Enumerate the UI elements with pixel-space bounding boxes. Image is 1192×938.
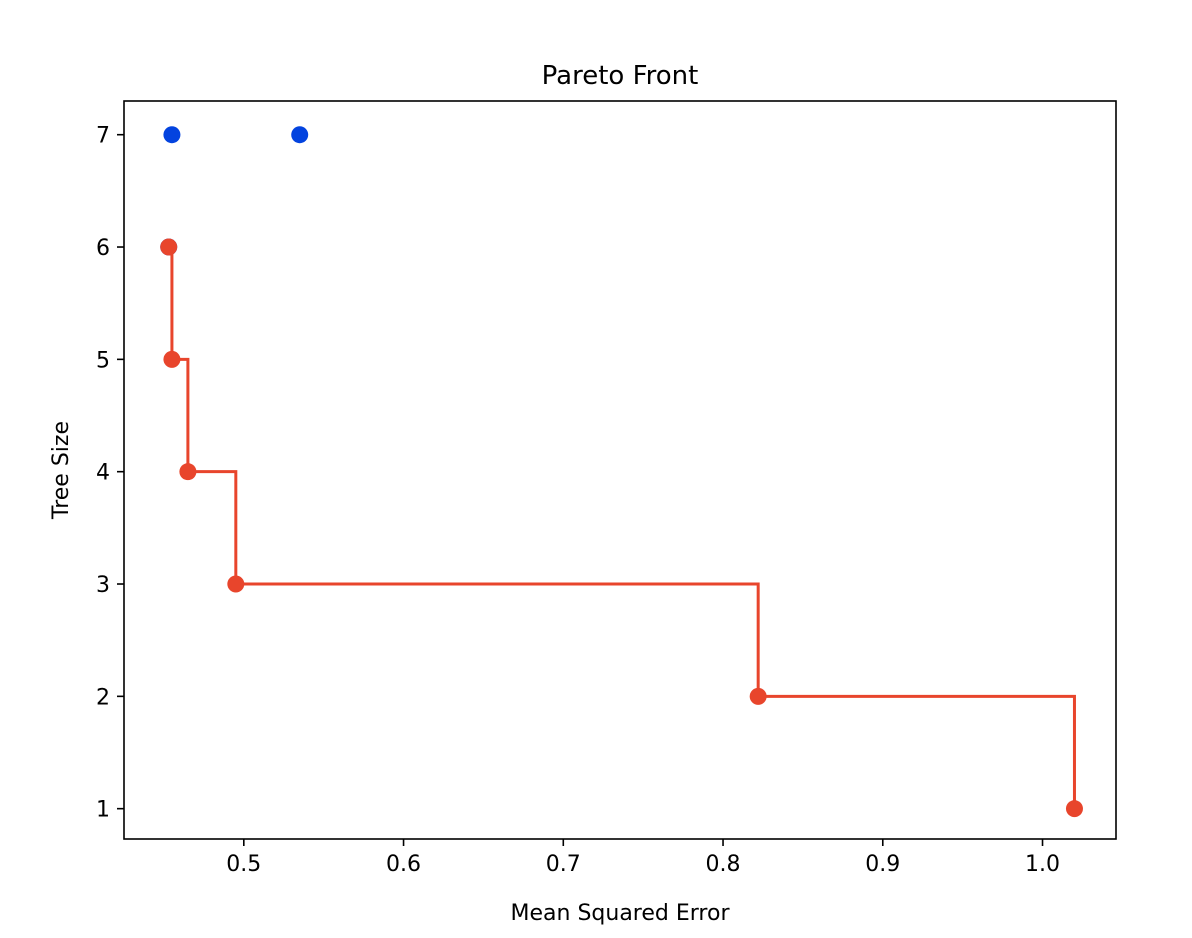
x-tick-label-5: 1.0 bbox=[1025, 852, 1060, 877]
scatter-point-0 bbox=[163, 126, 181, 144]
y-tick-label-6: 7 bbox=[96, 124, 110, 149]
pareto-point-3 bbox=[227, 575, 245, 593]
chart-title: Pareto Front bbox=[542, 61, 699, 91]
x-axis-label: Mean Squared Error bbox=[511, 901, 731, 926]
pareto-point-0 bbox=[160, 238, 178, 256]
y-tick-label-1: 2 bbox=[96, 685, 110, 710]
pareto-step-line bbox=[168, 245, 1076, 809]
axes: 0.5 0.6 0.7 0.8 0.9 1.0 1 2 3 4 5 6 7 bbox=[96, 100, 1117, 877]
y-tick-label-0: 1 bbox=[96, 798, 110, 823]
pareto-point-2 bbox=[179, 463, 197, 481]
x-tick-label-2: 0.7 bbox=[546, 852, 581, 877]
axes-frame bbox=[123, 100, 1117, 840]
scatter-point-1 bbox=[291, 126, 309, 144]
x-tick-label-4: 0.9 bbox=[865, 852, 900, 877]
x-tick-label-3: 0.8 bbox=[706, 852, 741, 877]
y-axis-label: Tree Size bbox=[49, 421, 74, 520]
x-tick-label-1: 0.6 bbox=[386, 852, 421, 877]
pareto-point-5 bbox=[1065, 800, 1083, 818]
plot-area bbox=[160, 126, 1083, 818]
y-tick-label-3: 4 bbox=[96, 461, 110, 486]
pareto-point-1 bbox=[163, 350, 181, 368]
y-tick-label-2: 3 bbox=[96, 573, 110, 598]
x-tick-label-0: 0.5 bbox=[226, 852, 261, 877]
y-tick-label-4: 5 bbox=[96, 348, 110, 373]
pareto-point-4 bbox=[749, 687, 767, 705]
y-tick-label-5: 6 bbox=[96, 236, 110, 261]
